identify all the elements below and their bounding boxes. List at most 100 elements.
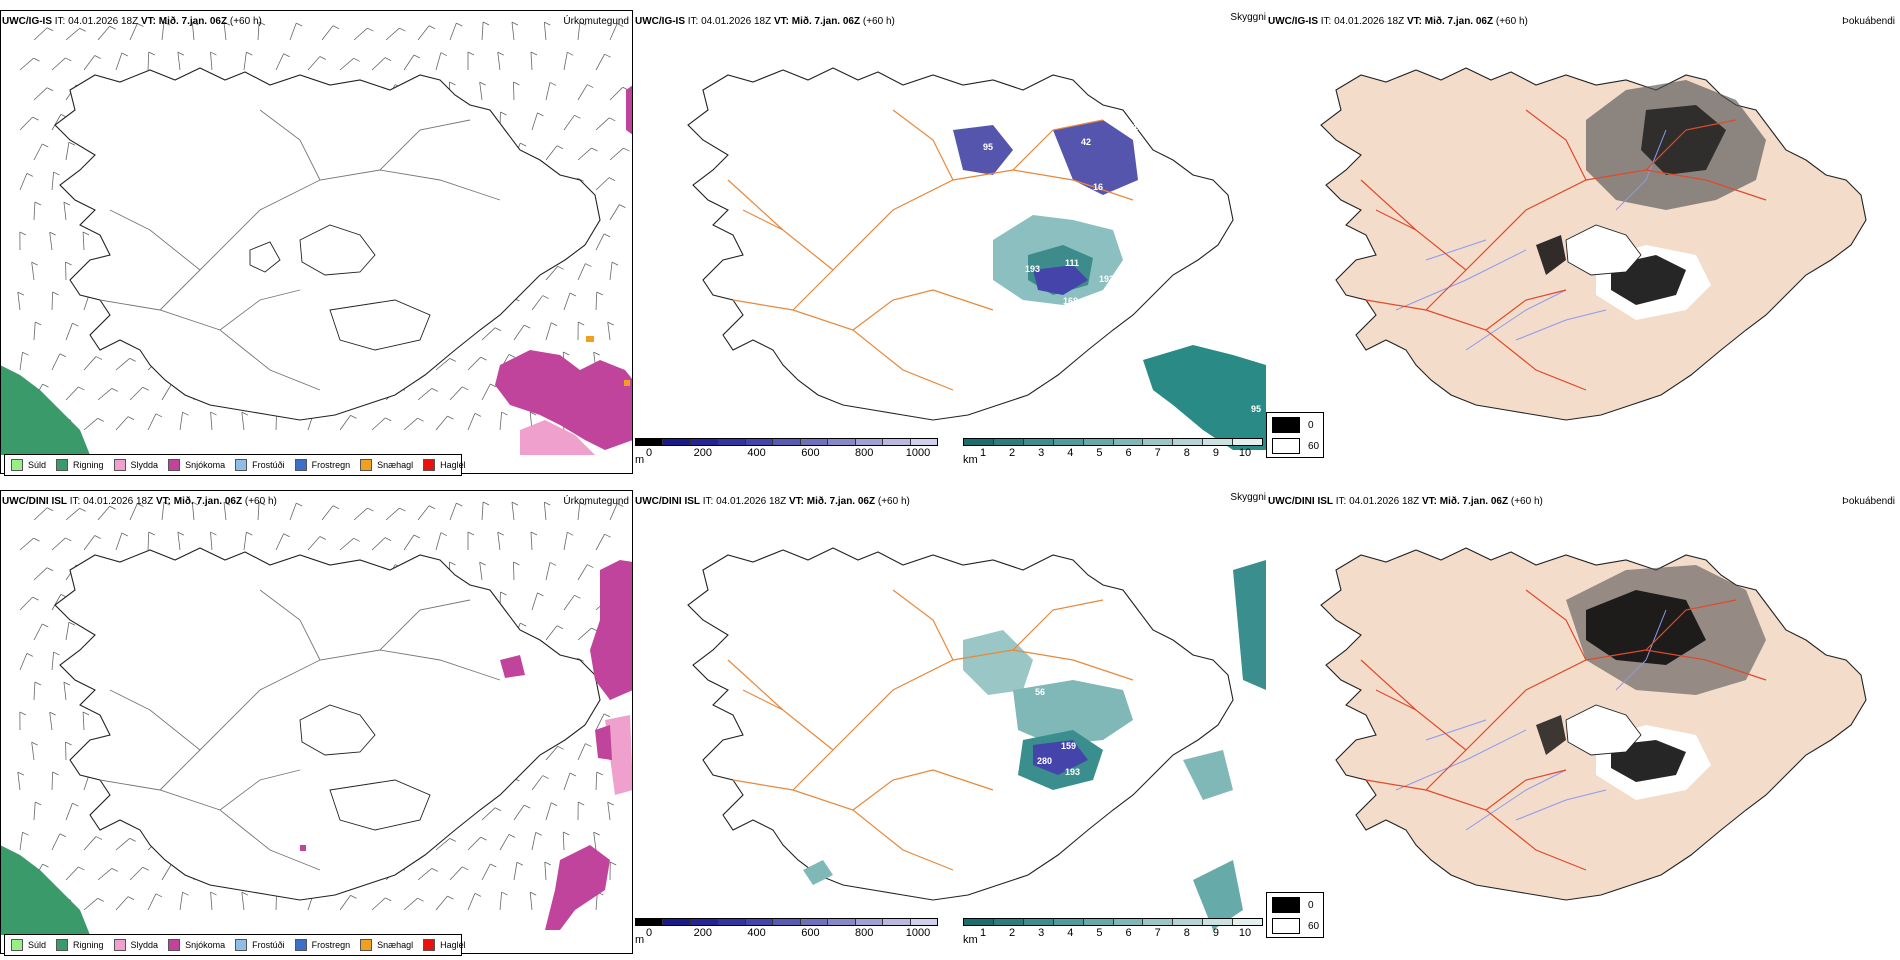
wind-barb bbox=[482, 328, 495, 340]
wind-barb-flag bbox=[32, 742, 38, 745]
precip-panel-row2: UWC/DINI ISL IT: 04.01.2026 18Z VT: Mið.… bbox=[0, 490, 633, 960]
visibility-area bbox=[1183, 750, 1233, 800]
wind-barb-flag bbox=[570, 773, 576, 776]
wind-barb bbox=[482, 22, 483, 40]
wind-barb-flag bbox=[432, 388, 438, 391]
wind-barb bbox=[512, 502, 514, 520]
ceiling-value-label: 159 bbox=[1061, 741, 1076, 751]
ceiling-value-label: 193 bbox=[1065, 767, 1080, 777]
wind-barb bbox=[418, 26, 429, 40]
wind-barb bbox=[514, 325, 524, 340]
wind-barb bbox=[148, 414, 156, 430]
wind-barb-flag bbox=[456, 23, 462, 26]
wind-barb bbox=[532, 776, 543, 790]
wind-barb-flag bbox=[385, 538, 391, 541]
wind-barb bbox=[66, 387, 78, 400]
ceiling-value-label: 117 bbox=[1115, 734, 1130, 744]
wind-barb bbox=[178, 532, 180, 550]
wind-barb-flag bbox=[112, 388, 118, 391]
wind-barb bbox=[32, 262, 34, 280]
wind-barb-flag bbox=[578, 322, 584, 325]
wind-barb bbox=[290, 503, 296, 520]
colorbar-tick-label: 1 bbox=[980, 927, 986, 939]
legend-label: Rigning bbox=[73, 460, 104, 470]
vt-value: Mið. 7.jan. 06Z bbox=[1440, 496, 1508, 507]
colorbar-cell bbox=[1203, 439, 1233, 445]
wind-barb bbox=[386, 28, 399, 40]
fog-map-row2 bbox=[1266, 490, 1899, 960]
wind-barb-flag bbox=[490, 864, 496, 867]
wind-barb-flag bbox=[66, 742, 72, 745]
it-label: IT: bbox=[1321, 16, 1332, 27]
wind-barb bbox=[578, 85, 587, 100]
wind-barb-flag bbox=[594, 832, 600, 835]
wind-barb-flag bbox=[351, 895, 357, 898]
wind-barb bbox=[436, 533, 441, 550]
wind-barb bbox=[530, 892, 532, 910]
wind-barb bbox=[322, 26, 333, 40]
colorbar-cell bbox=[663, 919, 690, 925]
it-label: IT: bbox=[1336, 496, 1347, 507]
panel-title-precip: Úrkomutegund bbox=[563, 16, 629, 27]
vt-value: Mið. 7.jan. 06Z bbox=[159, 16, 227, 27]
wind-barb-flag bbox=[537, 593, 543, 596]
wind-barb-flag bbox=[597, 772, 603, 775]
legend-label: Frostregn bbox=[312, 940, 351, 950]
colorbar-cell bbox=[1143, 919, 1173, 925]
wind-barb-flag bbox=[513, 82, 519, 85]
colorbar-tick-label: 400 bbox=[747, 447, 765, 459]
visibility-area bbox=[1233, 560, 1266, 690]
legend-label: Snjókoma bbox=[185, 940, 225, 950]
wind-barb-flag bbox=[544, 502, 550, 505]
legend-item: Slydda bbox=[114, 939, 159, 951]
wind-barb-flag bbox=[66, 262, 72, 265]
wind-barb-flag bbox=[122, 533, 128, 536]
colorbar-cell bbox=[828, 919, 855, 925]
colorbar-cell bbox=[964, 439, 994, 445]
wind-barb-flag bbox=[35, 682, 41, 685]
colorbar-cell bbox=[911, 439, 937, 445]
wind-barb-flag bbox=[449, 82, 455, 85]
wind-barb-flag bbox=[480, 82, 486, 85]
wind-barb bbox=[404, 535, 414, 550]
wind-barb bbox=[564, 532, 567, 550]
wind-barb-flag bbox=[450, 838, 456, 841]
wind-barb bbox=[564, 595, 574, 610]
wind-barb-flag bbox=[333, 26, 339, 29]
wind-barb bbox=[211, 412, 212, 430]
legend-label: Snæhagl bbox=[377, 940, 413, 950]
wind-barb-flag bbox=[385, 418, 391, 421]
wind-barb-flag bbox=[35, 322, 41, 325]
colorbar-unit: km bbox=[963, 934, 978, 946]
wind-barb-flag bbox=[72, 803, 78, 806]
fog-panel-row1: UWC/IG-IS IT: 04.01.2026 18Z VT: Mið. 7.… bbox=[1266, 10, 1899, 480]
model-name: UWC/DINI ISL bbox=[2, 496, 67, 507]
colorbar-tick-label: 3 bbox=[1038, 927, 1044, 939]
wind-barb bbox=[498, 52, 500, 70]
wind-barb bbox=[244, 52, 246, 70]
wind-barb-flag bbox=[567, 52, 573, 55]
wind-barb bbox=[482, 384, 490, 400]
colorbar-cell bbox=[691, 919, 718, 925]
wind-barb bbox=[83, 232, 84, 250]
wind-barb-flag bbox=[585, 264, 591, 267]
wind-barb-flag bbox=[512, 22, 518, 25]
legend-label: Snjókoma bbox=[185, 460, 225, 470]
snow-area bbox=[590, 560, 633, 700]
colorbar-cell bbox=[801, 439, 828, 445]
wind-barb-flag bbox=[623, 148, 629, 151]
legend-swatch bbox=[360, 939, 372, 951]
wind-barb-flag bbox=[284, 534, 290, 537]
precip-map-row1 bbox=[0, 10, 633, 480]
colorbar-cell bbox=[636, 919, 663, 925]
wind-barb bbox=[578, 264, 585, 280]
colorbar-cell bbox=[883, 919, 910, 925]
colorbar-cell bbox=[1084, 919, 1114, 925]
wind-barb bbox=[546, 82, 550, 100]
colorbar-cell bbox=[1054, 919, 1084, 925]
wind-barb-flag bbox=[597, 292, 603, 295]
